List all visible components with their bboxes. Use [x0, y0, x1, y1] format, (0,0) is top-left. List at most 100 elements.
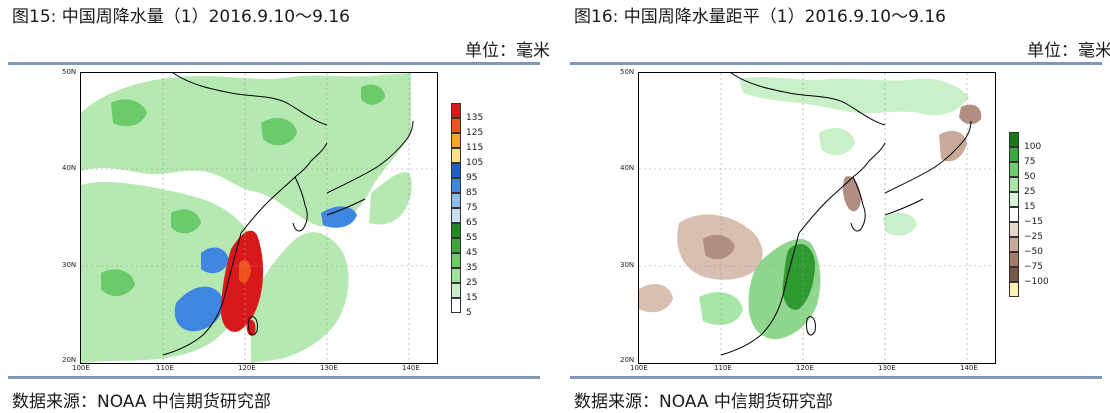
figure-15-panel: 图15: 中国周降水量（1）2016.9.10～9.16 单位：毫米 50N 4…	[8, 0, 556, 413]
rain-patch-2	[261, 118, 297, 146]
colorbar-swatch-85	[451, 178, 461, 193]
lat-tick-30n: 30N	[62, 261, 77, 269]
figure-title: 图16: 中国周降水量距平（1）2016.9.10～9.16	[574, 7, 946, 27]
colorbar-swatch-minus-15	[1009, 222, 1019, 237]
data-source-note: 数据来源：NOAA 中信期货研究部	[574, 392, 833, 412]
negative-anomaly-sw	[639, 284, 673, 313]
unit-label: 单位：毫米	[465, 41, 550, 61]
lon-tick-120e: 120E	[796, 364, 814, 372]
coastlines	[162, 73, 414, 356]
lat-tick-50n: 50N	[620, 68, 635, 76]
coastlines	[720, 73, 972, 356]
lat-tick-30n: 30N	[620, 261, 635, 269]
lat-tick-20n: 20N	[620, 356, 635, 364]
colorbar-label: 75	[466, 203, 478, 213]
colorbar-label: 100	[1024, 142, 1042, 152]
colorbar-swatch-75	[1009, 147, 1019, 162]
negative-anomaly-korea	[842, 176, 861, 212]
rain-area-japan	[369, 172, 412, 225]
colorbar-swatch-minus-75	[1009, 267, 1019, 282]
lat-tick-50n: 50N	[62, 68, 77, 76]
colorbar-swatch-65	[451, 208, 461, 223]
colorbar-label: 45	[466, 248, 478, 258]
figure-title: 图15: 中国周降水量（1）2016.9.10～9.16	[12, 7, 350, 27]
lon-tick-100e: 100E	[630, 364, 648, 372]
negative-anomaly-hokkaido	[959, 104, 982, 125]
colorbar-swatch-25	[451, 268, 461, 283]
lon-tick-130e: 130E	[320, 364, 338, 372]
colorbar-swatch-125	[451, 118, 461, 133]
colorbar-swatch-minus-25	[1009, 237, 1019, 252]
colorbar-swatch-neutral	[1009, 207, 1019, 222]
lon-tick-140e: 140E	[402, 364, 420, 372]
lon-tick-110e: 110E	[156, 364, 174, 372]
colorbar-label: 5	[466, 308, 472, 318]
colorbar-label: −15	[1024, 217, 1043, 227]
colorbar-label: 55	[466, 233, 478, 243]
unit-label: 单位：毫米	[1027, 41, 1110, 61]
positive-anomaly-east-core	[782, 244, 815, 310]
colorbar-swatch-50	[1009, 162, 1019, 177]
taiwan-rain	[246, 319, 256, 336]
precipitation-map-svg	[81, 73, 437, 363]
lat-tick-40n: 40N	[620, 164, 635, 172]
colorbar-label: 25	[1024, 187, 1036, 197]
rain-patch-5	[101, 269, 135, 297]
graticule	[81, 73, 437, 363]
heavy-rain-blue-2	[201, 247, 229, 274]
rain-patch-1	[111, 99, 147, 127]
colorbar-label: −75	[1024, 262, 1043, 272]
heavy-rain-blue-1	[174, 286, 223, 332]
anomaly-map-svg	[639, 73, 995, 363]
bottom-rule	[8, 376, 540, 379]
colorbar-label: 75	[1024, 157, 1036, 167]
colorbar-label: 135	[466, 113, 484, 123]
colorbar-label: 15	[466, 293, 478, 303]
precipitation-map	[80, 72, 438, 364]
colorbar-label: 50	[1024, 172, 1036, 182]
rain-patch-3	[361, 84, 385, 105]
colorbar-swatch-35	[451, 253, 461, 268]
colorbar-swatch-25	[1009, 177, 1019, 192]
positive-anomaly-n2	[819, 128, 855, 156]
colorbar-label: 35	[466, 263, 478, 273]
colorbar-swatch-115	[451, 133, 461, 148]
colorbar-swatch-15	[451, 283, 461, 298]
colorbar-label: 95	[466, 173, 478, 183]
colorbar-swatch-5	[451, 298, 461, 313]
lon-tick-120e: 120E	[238, 364, 256, 372]
colorbar-swatch-100-plus	[1009, 132, 1019, 147]
figure-16-panel: 图16: 中国周降水量距平（1）2016.9.10～9.16 单位：毫米 50N…	[570, 0, 1110, 413]
colorbar-swatch-15	[1009, 192, 1019, 207]
top-rule	[8, 62, 540, 65]
negative-anomaly-japan	[939, 130, 967, 162]
rain-area-east	[251, 232, 349, 363]
lat-tick-20n: 20N	[62, 356, 77, 364]
lat-tick-40n: 40N	[62, 164, 77, 172]
positive-anomaly-japan	[883, 212, 917, 236]
colorbar-label: 85	[466, 188, 478, 198]
lon-tick-140e: 140E	[960, 364, 978, 372]
colorbar-label: −50	[1024, 247, 1043, 257]
rain-area-north	[81, 73, 411, 227]
negative-anomaly-west-core	[703, 234, 735, 260]
colorbar-label: −25	[1024, 232, 1043, 242]
bottom-rule	[570, 376, 1102, 379]
colorbar-label: 115	[466, 143, 484, 153]
graticule	[639, 73, 995, 363]
heavy-rain-blue-3	[321, 206, 357, 228]
colorbar-swatch-minus-100	[1009, 282, 1019, 297]
colorbar-swatch-95	[451, 163, 461, 178]
colorbar-swatch-105	[451, 148, 461, 163]
colorbar-swatch-45	[451, 238, 461, 253]
colorbar-label: 125	[466, 128, 484, 138]
positive-anomaly-north	[739, 77, 969, 116]
colorbar-swatch-135	[451, 103, 461, 118]
anomaly-map	[638, 72, 996, 364]
colorbar-label: 105	[466, 158, 484, 168]
colorbar-label: 65	[466, 218, 478, 228]
colorbar-label: 25	[466, 278, 478, 288]
top-rule	[570, 62, 1102, 65]
data-source-note: 数据来源：NOAA 中信期货研究部	[12, 392, 271, 412]
colorbar-label: 15	[1024, 202, 1036, 212]
